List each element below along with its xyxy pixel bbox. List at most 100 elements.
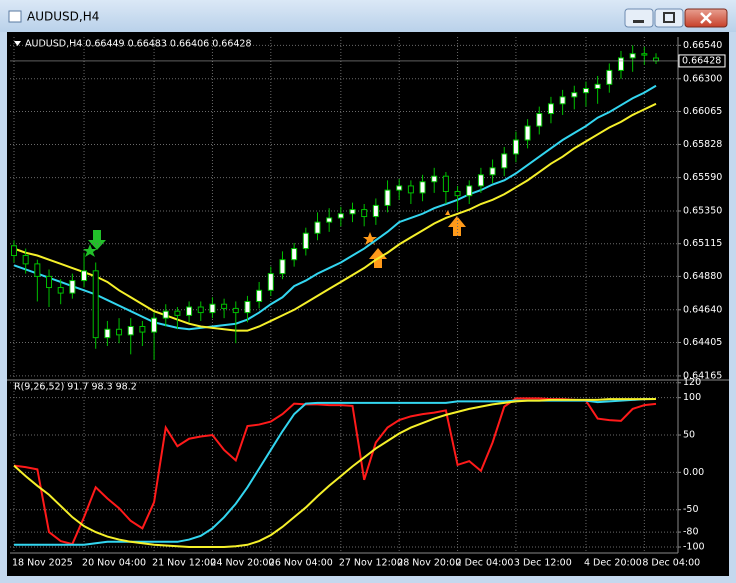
candle-body: [139, 326, 146, 333]
x-tick-label: 20 Nov 04:00: [82, 558, 146, 569]
candle-body: [267, 273, 274, 291]
candle-body: [34, 263, 41, 277]
candle-body: [349, 209, 356, 215]
close-button[interactable]: [684, 8, 728, 28]
candle-body: [104, 328, 111, 339]
x-tick-label: 2 Dec 04:00: [456, 558, 514, 569]
candle-body: [302, 232, 309, 250]
candle-body: [244, 300, 251, 314]
candle-body: [629, 53, 636, 59]
candle-body: [524, 125, 531, 141]
y-tick-label: -100: [683, 542, 705, 553]
window-icon: [8, 10, 22, 23]
y-tick-label: 50: [683, 430, 695, 441]
candle-body: [477, 174, 484, 187]
x-tick-label: 18 Nov 2025: [12, 558, 73, 569]
x-tick-label: 27 Nov 12:00: [339, 558, 403, 569]
window-title: AUDUSD,H4: [27, 10, 99, 24]
candle-body: [162, 310, 169, 319]
candle-body: [617, 57, 624, 71]
y-tick-label: -50: [683, 504, 699, 515]
candle-body: [454, 190, 461, 197]
x-tick-label: 28 Nov 20:00: [397, 558, 461, 569]
candle-body: [372, 204, 379, 218]
candle-body: [81, 270, 88, 282]
y-tick-label: 100: [683, 392, 701, 403]
y-tick-label: 0.66300: [683, 73, 722, 84]
candle-body: [314, 221, 321, 234]
candle-body: [279, 259, 286, 275]
y-tick-label: 0.66540: [683, 40, 722, 51]
y-tick-label: 0.65115: [683, 238, 722, 249]
y-tick-label: 0.65828: [683, 139, 722, 150]
candle-body: [442, 175, 449, 192]
candle-body: [571, 92, 578, 98]
y-tick-label: 0.64640: [683, 304, 722, 315]
candle-body: [582, 87, 589, 94]
last-price-box: [678, 54, 726, 68]
candle-body: [326, 217, 333, 223]
minimize-button[interactable]: [624, 8, 654, 28]
candle-body: [559, 96, 566, 105]
line-series: [13, 84, 657, 331]
y-tick-label: 120: [683, 377, 701, 388]
candle-body: [501, 153, 508, 169]
candle-body: [536, 113, 543, 127]
candle-body: [232, 307, 239, 314]
candle-body: [174, 310, 181, 316]
x-tick-label: 21 Nov 12:00: [152, 558, 216, 569]
candle-body: [186, 306, 193, 316]
y-tick-label: -80: [683, 527, 699, 538]
candle-body: [641, 53, 648, 56]
y-tick-label: 0.64880: [683, 271, 722, 282]
x-tick-label: 8 Dec 04:00: [642, 558, 700, 569]
candle-body: [221, 303, 228, 309]
candle-body: [46, 275, 53, 289]
candle-body: [69, 280, 76, 294]
candle-body: [396, 185, 403, 191]
candle-body: [337, 213, 344, 219]
x-tick-label: 3 Dec 12:00: [514, 558, 572, 569]
maximize-button[interactable]: [654, 8, 684, 28]
sell-signal: [83, 230, 106, 257]
line-series: [13, 102, 657, 332]
main-header: AUDUSD,H4 0.66449 0.66483 0.66406 0.6642…: [25, 39, 252, 50]
y-tick-label: 0.64165: [683, 370, 722, 381]
candle-body: [22, 255, 29, 265]
x-tick-label: 4 Dec 20:00: [584, 558, 642, 569]
candle-body: [407, 185, 414, 194]
candle-body: [419, 181, 426, 194]
candle-body: [512, 139, 519, 155]
buy-signal: [363, 232, 387, 268]
candle-body: [197, 306, 204, 314]
candle-body: [209, 303, 216, 314]
candle-body: [431, 175, 438, 183]
candle-body: [256, 289, 263, 302]
x-tick-label: 26 Nov 04:00: [269, 558, 333, 569]
chart-background: [7, 32, 729, 576]
line-series: [13, 397, 657, 546]
candle-body: [291, 248, 298, 261]
candle-body: [466, 185, 473, 197]
candle-body: [151, 317, 158, 333]
y-tick-label: 0.64405: [683, 337, 722, 348]
candle-body: [361, 209, 368, 218]
x-tick-label: 24 Nov 20:00: [210, 558, 274, 569]
indicator-header: R(9,26,52) 91.7 98.3 98.2: [14, 382, 137, 393]
title-bar: [0, 0, 736, 32]
candle-body: [127, 326, 134, 336]
candle-body: [11, 245, 17, 257]
y-tick-label: 0.65350: [683, 205, 722, 216]
candle-body: [653, 57, 659, 62]
line-series: [13, 398, 657, 549]
candle-body: [57, 287, 64, 294]
candle-body: [384, 189, 391, 206]
buy-signal: [445, 210, 466, 236]
candle-body: [547, 103, 554, 115]
candle-body: [489, 167, 496, 176]
candle-body: [116, 328, 123, 336]
candle-body: [594, 83, 601, 89]
